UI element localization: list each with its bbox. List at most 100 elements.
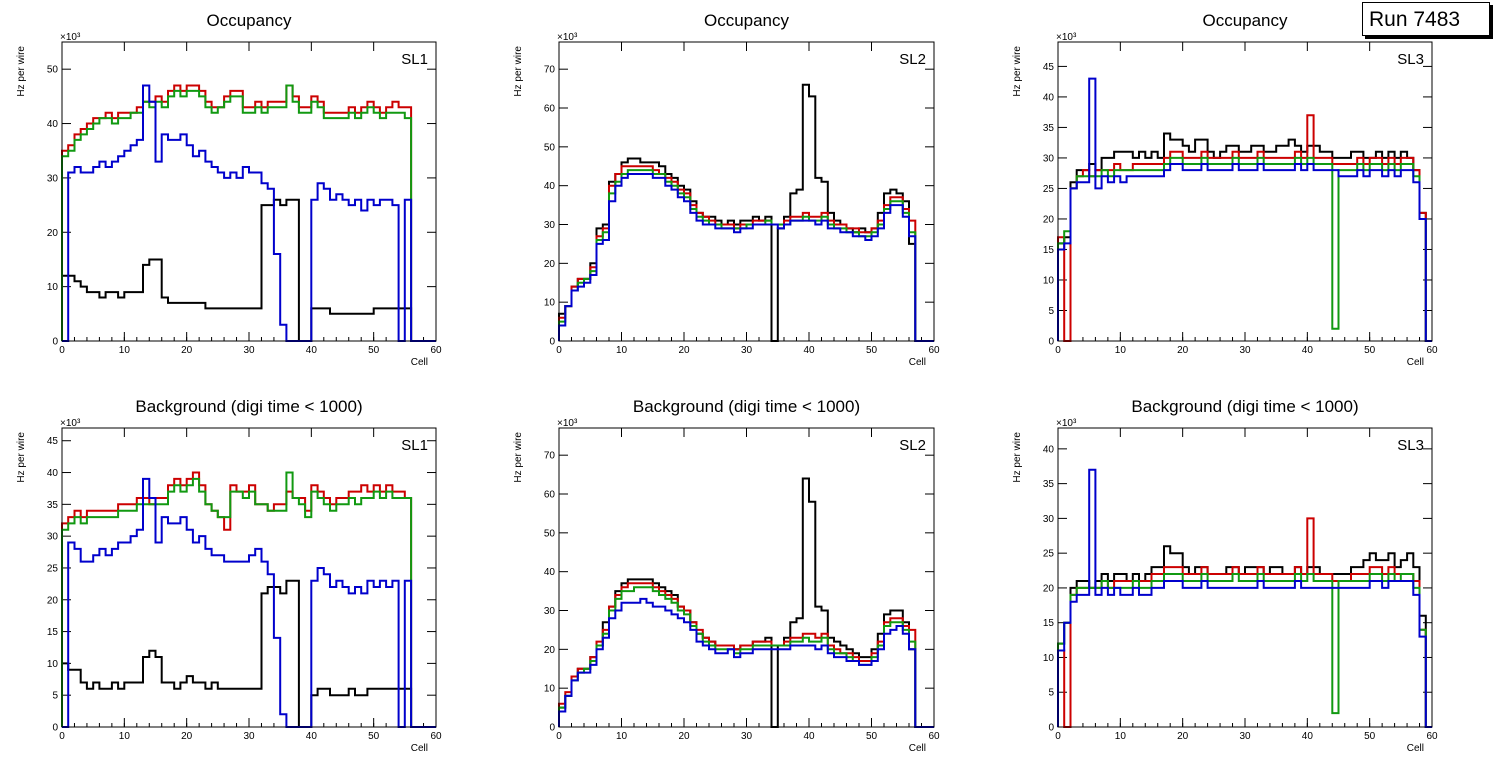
x-tick-label: 40: [1302, 345, 1314, 356]
y-tick-label: 40: [1043, 92, 1055, 103]
y-tick-label: 45: [47, 436, 59, 447]
y-tick-label: 10: [1043, 653, 1055, 664]
y-tick-label: 20: [544, 645, 556, 656]
y-tick-label: 35: [1043, 123, 1055, 134]
series-red: [1057, 114, 1432, 342]
x-tick-label: 60: [1426, 731, 1438, 742]
panel-label: SL2: [899, 51, 926, 68]
y-tick-label: 60: [544, 490, 556, 501]
series-green: [1057, 156, 1432, 342]
x-tick-label: 60: [928, 345, 940, 356]
y-tick-label: 5: [52, 691, 58, 702]
histogram-panel-1: Occupancy SL1 ×10³ Hz per wire Cell 0 10 20 30 40…: [16, 11, 442, 368]
y-tick-label: 25: [1043, 184, 1055, 195]
histogram-panel-5: Background (digi time < 1000) SL2 ×10³ Hz p…: [513, 397, 940, 754]
x-tick-label: 20: [1177, 731, 1189, 742]
histogram-panel-4: Background (digi time < 1000) SL1 ×10³ Hz p…: [16, 397, 442, 754]
y-tick-label: 0: [1048, 723, 1054, 734]
x-axis-label: Cell: [411, 743, 428, 754]
y-axis-label: Hz per wire: [513, 46, 524, 97]
y-tick-label: 30: [544, 606, 556, 617]
y-tick-label: 60: [544, 104, 556, 115]
x-tick-label: 60: [430, 731, 442, 742]
series-black: [61, 198, 436, 342]
y-tick-label: 5: [1048, 688, 1054, 699]
plot-frame: [1057, 41, 1433, 342]
x-tick-label: 30: [741, 731, 753, 742]
plot-frame: [1057, 427, 1433, 728]
x-tick-label: 60: [430, 345, 442, 356]
y-tick-label: 30: [47, 532, 59, 543]
x-tick-label: 0: [1055, 345, 1061, 356]
run-label-box: Run 7483: [1362, 2, 1490, 36]
histogram-panel-3: Occupancy SL3 ×10³ Hz per wire Cell 0 10 20 30 40…: [1012, 11, 1438, 368]
x-tick-label: 0: [556, 345, 562, 356]
y-tick-label: 40: [544, 181, 556, 192]
x-tick-label: 40: [803, 731, 815, 742]
y-tick-label: 10: [1043, 275, 1055, 286]
x-tick-label: 0: [59, 345, 65, 356]
y-tick-label: 20: [47, 595, 59, 606]
run-label: Run 7483: [1369, 8, 1461, 31]
y-tick-label: 25: [47, 563, 59, 574]
y-tick-label: 5: [1048, 306, 1054, 317]
histogram-panel-6: Background (digi time < 1000) SL3 ×10³ Hz p…: [1012, 397, 1438, 754]
plot-frame: [61, 427, 437, 728]
y-tick-label: 35: [47, 500, 59, 511]
y-tick-label: 15: [1043, 618, 1055, 629]
series-black: [1057, 132, 1432, 342]
series-blue: [1057, 77, 1432, 342]
y-tick-label: 40: [47, 119, 59, 130]
histogram-panel-2: Occupancy SL2 ×10³ Hz per wire Cell 0 10 20 30 40…: [513, 11, 940, 368]
x-tick-label: 40: [306, 731, 318, 742]
chart-title: Background (digi time < 1000): [135, 397, 362, 416]
y-tick-label: 30: [1043, 514, 1055, 525]
x-axis-label: Cell: [1407, 743, 1424, 754]
x-tick-label: 50: [866, 345, 878, 356]
series-blue: [558, 597, 934, 728]
x-tick-label: 0: [556, 731, 562, 742]
series-blue: [62, 84, 436, 342]
y-tick-label: 10: [544, 298, 556, 309]
x-tick-label: 10: [616, 345, 628, 356]
y-tick-label: 70: [544, 65, 556, 76]
x-tick-label: 0: [1055, 731, 1061, 742]
exponent-label: ×10³: [1056, 32, 1077, 43]
y-tick-label: 0: [52, 723, 58, 734]
x-tick-label: 20: [1177, 345, 1189, 356]
y-axis-label: Hz per wire: [1012, 46, 1023, 97]
x-tick-label: 30: [1239, 731, 1251, 742]
y-tick-label: 40: [1043, 444, 1055, 455]
exponent-label: ×10³: [60, 32, 81, 43]
x-tick-label: 40: [306, 345, 318, 356]
x-tick-label: 50: [368, 731, 380, 742]
series-blue: [62, 477, 436, 728]
y-tick-label: 45: [1043, 62, 1055, 73]
series-green: [61, 471, 436, 728]
x-tick-label: 20: [181, 731, 193, 742]
y-tick-label: 10: [47, 282, 59, 293]
plot-frame: [558, 427, 935, 728]
x-axis-label: Cell: [1407, 357, 1424, 368]
y-tick-label: 15: [1043, 245, 1055, 256]
y-tick-label: 20: [1043, 583, 1055, 594]
plot-frame: [61, 41, 437, 342]
series-green: [61, 84, 436, 342]
series-green: [1057, 573, 1432, 728]
x-tick-label: 30: [243, 731, 255, 742]
panel-label: SL3: [1397, 437, 1424, 454]
y-tick-label: 10: [544, 684, 556, 695]
x-tick-label: 10: [119, 731, 131, 742]
chart-title: Occupancy: [1202, 11, 1288, 30]
y-tick-label: 0: [52, 337, 58, 348]
panel-label: SL2: [899, 437, 926, 454]
chart-title: Background (digi time < 1000): [1131, 397, 1358, 416]
y-tick-label: 50: [544, 142, 556, 153]
series-red: [1057, 517, 1432, 728]
plot-frame: [558, 41, 935, 342]
panel-label: SL3: [1397, 51, 1424, 68]
y-tick-label: 20: [47, 228, 59, 239]
y-tick-label: 40: [47, 468, 59, 479]
y-axis-label: Hz per wire: [1012, 432, 1023, 483]
